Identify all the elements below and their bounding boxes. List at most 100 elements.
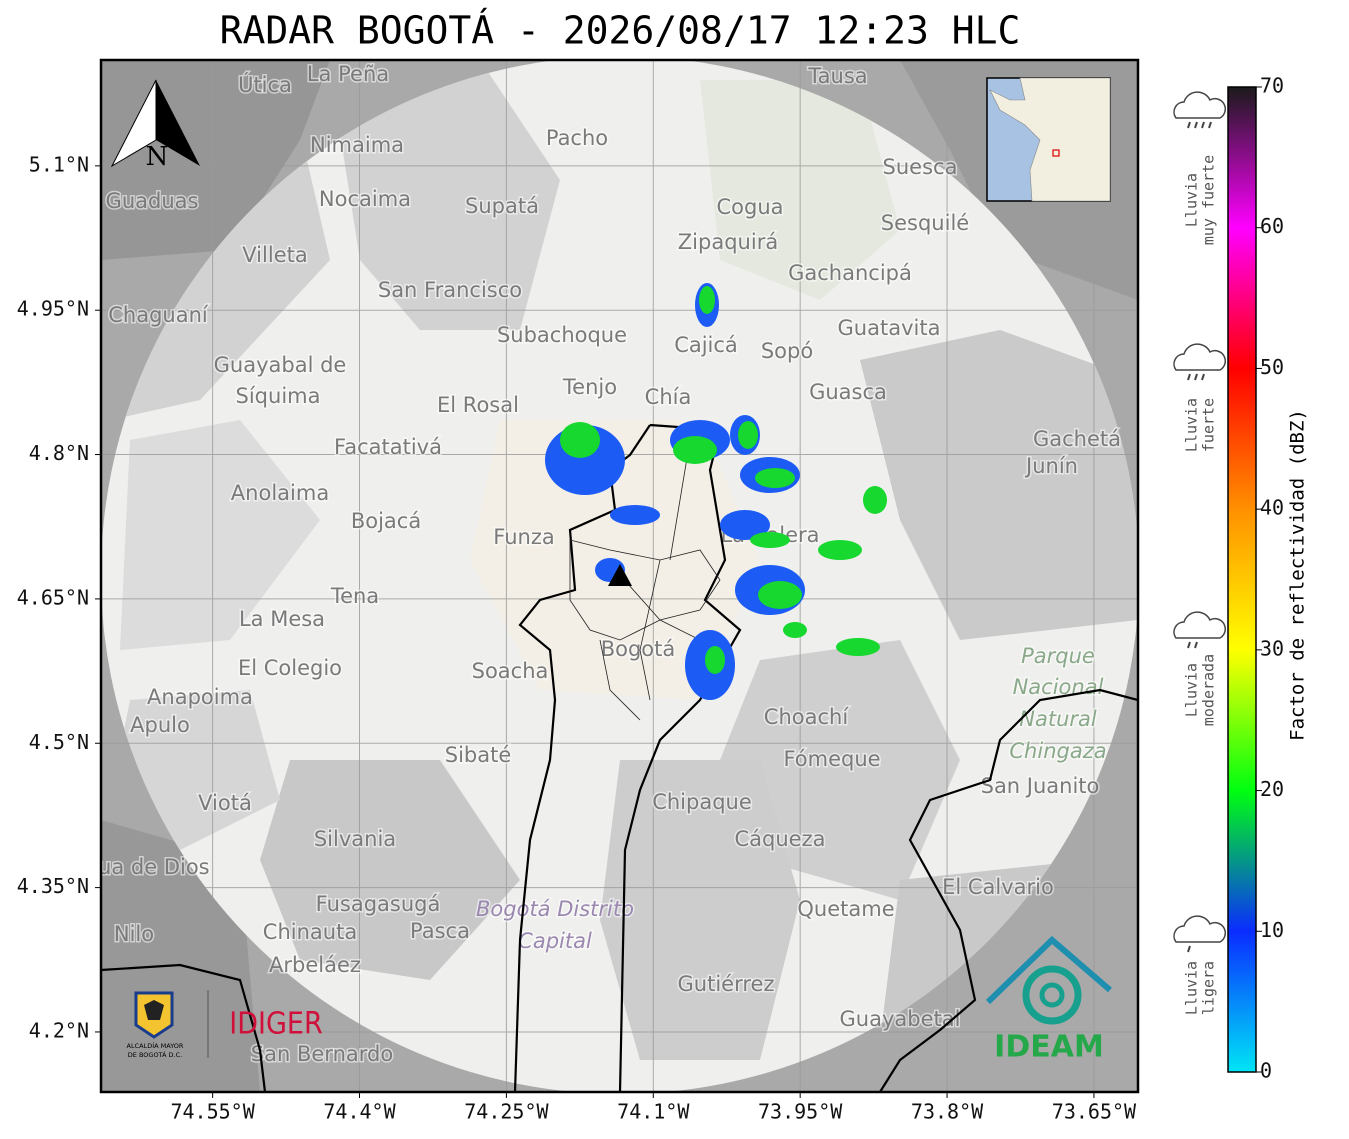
x-tick-label: 73.65°W xyxy=(1052,1100,1137,1124)
inset-map xyxy=(986,77,1111,202)
x-tick-label: 74.4°W xyxy=(323,1100,396,1124)
x-tick-label: 74.25°W xyxy=(464,1100,549,1124)
x-tick-label: 73.95°W xyxy=(758,1100,843,1124)
colorbar-tick-label: 30 xyxy=(1260,636,1284,660)
place-label: Cajicá xyxy=(674,333,738,357)
place-label: Fusagasugá xyxy=(316,892,441,916)
place-label: Pacho xyxy=(546,126,608,150)
place-label: Bojacá xyxy=(351,509,421,533)
drop xyxy=(1201,373,1205,381)
rain-level-label: muy fuerte xyxy=(1200,155,1218,245)
cloud-icon xyxy=(1173,915,1226,943)
y-tick-label: 4.65°N xyxy=(17,585,89,609)
place-label: Síquima xyxy=(236,384,321,408)
x-tick-label: 73.8°W xyxy=(911,1100,984,1124)
cloud-icon xyxy=(1173,343,1226,371)
place-label: La Mesa xyxy=(239,607,325,631)
colorbar-tick-label: 20 xyxy=(1260,777,1284,801)
drop xyxy=(1194,641,1198,649)
place-label: Cogua xyxy=(716,195,783,219)
place-label: Agua de Dios xyxy=(70,855,209,879)
place-label: San Francisco xyxy=(378,278,522,302)
drop xyxy=(1187,641,1191,649)
place-label: Anolaima xyxy=(231,481,329,505)
rain-level-label: Lluvia xyxy=(1183,663,1201,717)
y-tick-label: 4.5°N xyxy=(29,730,89,754)
place-label: El Rosal xyxy=(437,393,519,417)
y-tick-label: 4.8°N xyxy=(29,441,89,465)
place-label: Chía xyxy=(645,385,692,409)
place-label: Bogotá xyxy=(601,637,676,661)
place-label: Tenjo xyxy=(562,375,617,399)
north-arrow: N xyxy=(110,79,200,172)
place-label: Villeta xyxy=(242,243,307,267)
alcaldia-line: ALCALDÍA MAYOR xyxy=(127,1041,184,1050)
x-tick-label: 74.1°W xyxy=(617,1100,690,1124)
place-label: San Bernardo xyxy=(251,1042,393,1066)
radar-site xyxy=(608,564,632,586)
drop xyxy=(1208,121,1212,129)
echoes xyxy=(545,283,887,700)
place-label: Gachetá xyxy=(1033,427,1121,451)
drop xyxy=(1187,945,1191,953)
place-label: Guaduas xyxy=(106,189,199,213)
place-label: Nilo xyxy=(114,922,154,946)
axes: 74.55°W 74.4°W 74.25°W 74.1°W 73.95°W 73.8°W 7… xyxy=(17,152,1137,1123)
place-label: Guatavita xyxy=(838,316,941,340)
place-label: Tausa xyxy=(807,64,867,88)
plot-frame xyxy=(99,58,1140,1094)
colorbar-ticks: 0 10 20 30 40 50 60 70 xyxy=(1256,74,1284,1083)
y-tick-label: 4.2°N xyxy=(29,1018,89,1042)
place-label: Chipaque xyxy=(652,790,752,814)
place-label: Choachí xyxy=(764,705,850,729)
place-label: Útica xyxy=(238,72,292,97)
place-label: Zipaquirá xyxy=(678,230,778,254)
cloud-icon xyxy=(1173,611,1226,639)
place-label: Guayabetal xyxy=(840,1007,961,1031)
colorbar-tick-label: 0 xyxy=(1260,1059,1272,1083)
place-label: El Calvario xyxy=(942,875,1054,899)
place-labels: La Peña Útica Tausa Pacho Nimaima Guaduas Noca… xyxy=(70,61,1123,1068)
place-label: El Colegio xyxy=(238,656,342,680)
colorbar-tick-label: 70 xyxy=(1260,74,1284,98)
place-label: Chinauta xyxy=(263,920,357,944)
place-label: Capital xyxy=(518,929,592,953)
place-label: Junín xyxy=(1024,454,1078,478)
rain-level-label: moderada xyxy=(1200,654,1218,726)
alcaldia-line: DE BOGOTÁ D.C. xyxy=(128,1050,182,1059)
rain-level-label: fuerte xyxy=(1200,398,1218,452)
place-label: Chaguaní xyxy=(108,303,209,327)
place-label: Supatá xyxy=(465,194,539,218)
y-tick-label: 5.1°N xyxy=(29,152,89,176)
colorbar-label: Factor de reflectividad (dBZ) xyxy=(1287,409,1309,741)
place-label: Natural xyxy=(1019,707,1097,731)
localities xyxy=(569,439,721,721)
place-label: Fómeque xyxy=(783,747,880,771)
place-label: San Juanito xyxy=(981,774,1100,798)
rain-level-label: Lluvia xyxy=(1183,961,1201,1015)
cloud-icon xyxy=(1173,91,1226,119)
colorbar-tick-label: 50 xyxy=(1260,355,1284,379)
place-label: Chingaza xyxy=(1009,739,1106,763)
colorbar-tick-label: 10 xyxy=(1260,918,1284,942)
drop xyxy=(1187,373,1191,381)
place-label: Funza xyxy=(493,525,554,549)
place-label: Bogotá Distrito xyxy=(476,897,634,921)
rain-level-label: ligera xyxy=(1200,961,1218,1015)
drop xyxy=(1187,121,1191,129)
place-label: Quetame xyxy=(797,897,894,921)
place-label: Nocaima xyxy=(319,187,411,211)
place-label: Suesca xyxy=(883,155,958,179)
idiger-logo: IDIGER xyxy=(229,1007,322,1042)
place-label: Pasca xyxy=(410,919,470,943)
place-label: Cáqueza xyxy=(735,827,826,851)
colorbar-tick-label: 40 xyxy=(1260,496,1284,520)
map: La Peña Útica Tausa Pacho Nimaima Guaduas Noca… xyxy=(70,60,1138,1092)
place-label: Gachancipá xyxy=(788,261,912,285)
title: RADAR BOGOTÁ - 2026/08/17 12:23 HLC xyxy=(220,9,1021,53)
x-tick-label: 74.55°W xyxy=(170,1100,255,1124)
place-label: Silvania xyxy=(314,827,396,851)
place-label: Arbeláez xyxy=(269,953,361,977)
